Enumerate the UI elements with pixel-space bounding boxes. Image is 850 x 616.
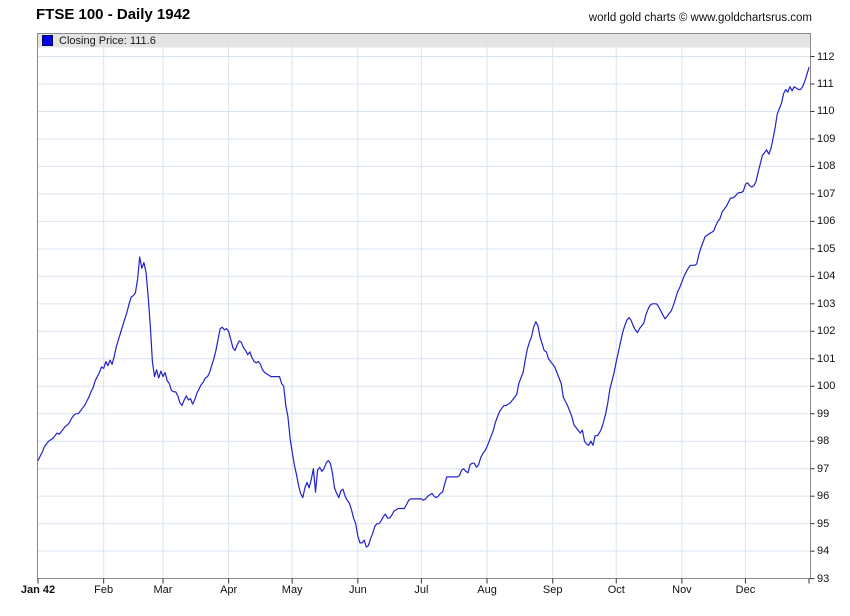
closing-price-line <box>37 66 810 548</box>
y-axis-label: 103 <box>817 297 836 310</box>
y-axis-label: 109 <box>817 132 836 145</box>
x-axis-label: Dec <box>735 584 756 596</box>
legend: Closing Price: 111.6 <box>42 34 156 47</box>
y-axis-label: 107 <box>817 187 836 200</box>
y-axis-label: 101 <box>817 352 836 365</box>
x-axis-label: Mar <box>153 584 173 596</box>
x-axis-label: Nov <box>672 584 692 596</box>
y-axis-label: 102 <box>817 325 836 338</box>
x-axis-label: Apr <box>220 584 238 596</box>
y-axis-label: 105 <box>817 242 836 255</box>
x-axis-label: May <box>281 584 303 596</box>
y-axis-label: 112 <box>817 50 835 63</box>
y-axis-label: 95 <box>817 517 830 530</box>
x-axis-label: Jun <box>348 584 367 596</box>
y-axis-label: 108 <box>817 160 836 173</box>
y-axis-label: 111 <box>817 77 834 90</box>
legend-label: Closing Price: 111.6 <box>59 34 156 47</box>
x-axis-label: Sep <box>542 584 563 596</box>
legend-swatch-icon <box>42 35 53 46</box>
copyright-text: world gold charts © www.goldchartsrus.co… <box>588 12 812 24</box>
y-axis-label: 93 <box>817 572 830 585</box>
y-axis-label: 98 <box>817 435 830 448</box>
legend-strip <box>38 34 810 48</box>
chart-title: FTSE 100 - Daily 1942 <box>36 6 191 23</box>
y-axis-label: 100 <box>817 380 836 393</box>
y-axis-label: 96 <box>817 490 830 503</box>
y-axis-label: 104 <box>817 270 836 283</box>
x-axis-label: Jan 42 <box>20 584 56 596</box>
y-axis-label: 94 <box>817 545 830 558</box>
x-axis-label: Jul <box>414 584 429 596</box>
x-axis-label: Oct <box>607 584 625 596</box>
y-axis-label: 106 <box>817 215 836 228</box>
x-axis-label: Feb <box>94 584 114 596</box>
y-axis-label: 110 <box>817 105 835 118</box>
x-axis-label: Aug <box>477 584 497 596</box>
y-axis-label: 99 <box>817 407 830 420</box>
plot-border <box>37 33 811 579</box>
y-axis-label: 97 <box>817 462 830 475</box>
